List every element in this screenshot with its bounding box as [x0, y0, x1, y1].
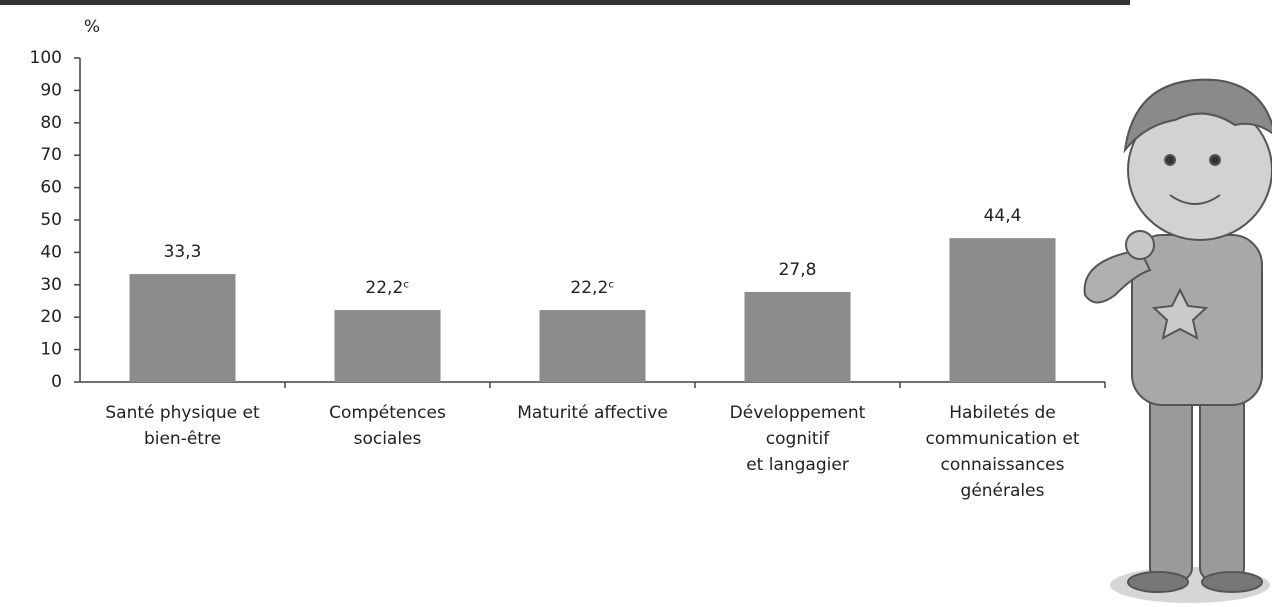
bar	[129, 274, 236, 382]
boy-illustration	[1083, 78, 1272, 603]
value-label: 22,2ᶜ	[365, 278, 409, 298]
value-label: 33,3	[164, 242, 202, 262]
bar	[744, 291, 851, 382]
y-tick-label: 70	[40, 145, 62, 165]
x-tick-label: Habiletés de communication et connaissan…	[925, 403, 1080, 501]
y-tick-label: 90	[40, 80, 62, 100]
y-tick-label: 50	[40, 210, 62, 230]
bar	[949, 238, 1056, 382]
y-tick-label: 10	[40, 340, 62, 360]
x-tick-label: Développement cognitif et langagier	[729, 403, 866, 475]
x-tick-label: Maturité affective	[517, 403, 668, 423]
x-tick-label: Compétences sociales	[329, 403, 446, 449]
y-axis-label: %	[84, 17, 100, 37]
value-label: 27,8	[779, 260, 817, 280]
y-tick-label: 80	[40, 113, 62, 133]
bar	[539, 310, 646, 382]
value-label: 44,4	[984, 206, 1022, 226]
y-tick-label: 30	[40, 275, 62, 295]
top-strip	[0, 0, 1130, 5]
y-tick-label: 40	[40, 242, 62, 262]
x-tick-label: Santé physique et bien-être	[105, 403, 260, 449]
y-tick-label: 20	[40, 307, 62, 327]
y-tick-label: 100	[30, 48, 62, 68]
value-label: 22,2ᶜ	[570, 278, 614, 298]
bar	[334, 310, 441, 382]
y-tick-label: 0	[51, 372, 62, 392]
y-tick-label: 60	[40, 178, 62, 198]
